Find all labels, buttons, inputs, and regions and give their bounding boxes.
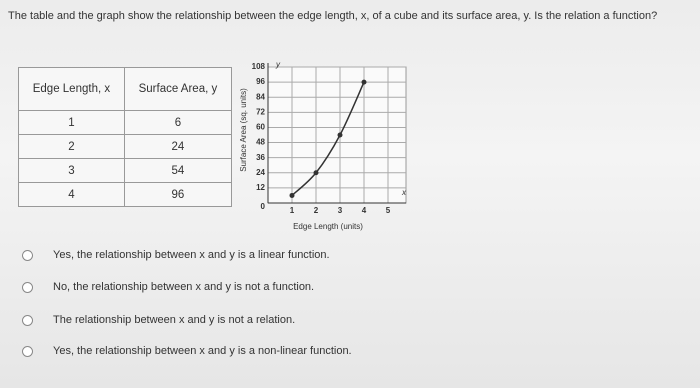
header-cell: Surface Area, y <box>123 67 233 111</box>
point <box>361 79 367 85</box>
point <box>289 192 295 198</box>
point <box>313 170 319 176</box>
x-tick-label: 2 <box>314 206 319 215</box>
cell: 54 <box>123 158 233 183</box>
x-axis-name: x <box>401 188 407 197</box>
y-tick-label: 36 <box>256 153 265 162</box>
cell: 4 <box>18 182 125 207</box>
y-axis-name: y <box>275 60 281 69</box>
header-cell: Edge Length, x <box>18 67 125 111</box>
graph: Surface Area (sq. units) Edge Length (un… <box>239 60 407 231</box>
option[interactable]: The relationship between x and y is not … <box>22 314 295 326</box>
y-tick-label: 60 <box>256 123 265 132</box>
option-text: Yes, the relationship between x and y is… <box>53 249 330 261</box>
x-axis-label: Edge Length (units) <box>293 222 363 231</box>
curve <box>291 81 365 196</box>
y-tick-label: 96 <box>256 77 265 86</box>
plot-area <box>267 66 407 204</box>
option-text: Yes, the relationship between x and y is… <box>53 345 352 357</box>
radio[interactable] <box>22 281 33 293</box>
y-tick-label: 72 <box>256 107 265 116</box>
point <box>337 132 343 138</box>
cell: 2 <box>18 134 125 159</box>
cell: 3 <box>18 158 125 183</box>
radio[interactable] <box>22 345 33 357</box>
cell: 24 <box>123 134 233 159</box>
question: The table and the graph show the relatio… <box>8 10 658 22</box>
y-tick-label: 48 <box>256 138 265 147</box>
radio[interactable] <box>22 249 33 261</box>
option[interactable]: Yes, the relationship between x and y is… <box>22 249 330 261</box>
x-tick-label: 1 <box>290 206 295 215</box>
radio[interactable] <box>22 314 33 326</box>
cell: 96 <box>123 182 233 207</box>
cell: 6 <box>123 110 233 135</box>
y-axis-label: Surface Area (sq. units) <box>239 88 248 172</box>
y-tick-label: 12 <box>256 183 265 192</box>
y-tick-label: 84 <box>256 92 265 101</box>
option-text: The relationship between x and y is not … <box>53 314 296 326</box>
x-tick-label: 3 <box>338 206 343 215</box>
y-tick-label: 24 <box>256 168 265 177</box>
option[interactable]: No, the relationship between x and y is … <box>22 281 314 293</box>
x-tick-label: 5 <box>386 206 391 215</box>
y-tick-label: 0 <box>261 202 266 211</box>
x-tick-label: 4 <box>362 206 367 215</box>
cell: 1 <box>18 110 125 135</box>
y-tick-label: 108 <box>252 62 266 71</box>
option[interactable]: Yes, the relationship between x and y is… <box>22 345 352 357</box>
option-text: No, the relationship between x and y is … <box>53 281 315 293</box>
